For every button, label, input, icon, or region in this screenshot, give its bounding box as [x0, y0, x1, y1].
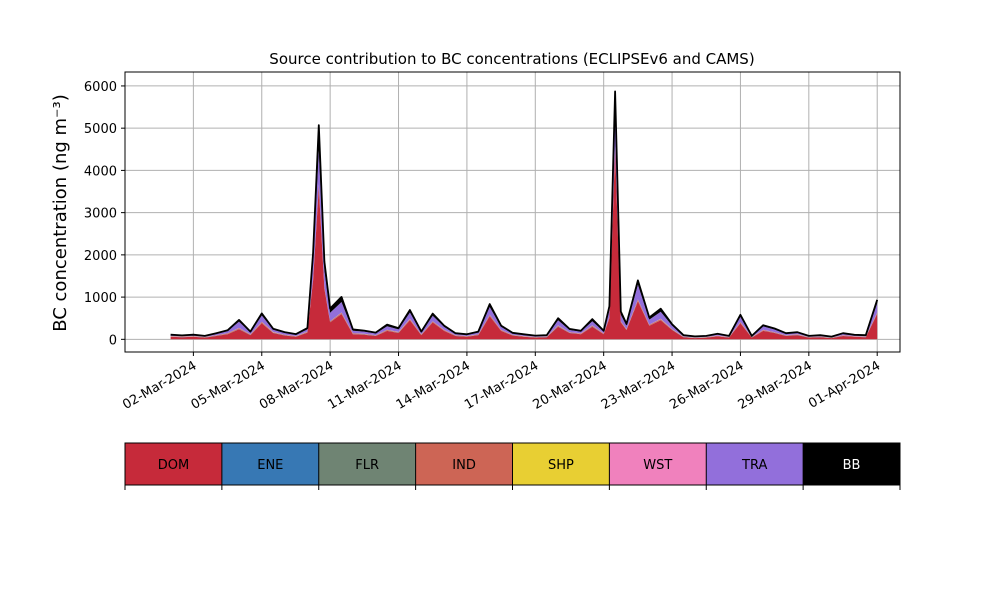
legend-swatch-shp — [512, 443, 610, 485]
x-tick-label: 08-Mar-2024 — [257, 358, 336, 412]
x-tick-label: 23-Mar-2024 — [599, 358, 678, 412]
legend-label-shp: SHP — [548, 458, 574, 473]
area-dom — [170, 149, 878, 340]
total-line — [170, 90, 879, 338]
x-tick-label: 20-Mar-2024 — [531, 358, 610, 412]
area-flr — [170, 149, 878, 338]
line-layer — [170, 90, 879, 338]
legend-swatch-bb — [803, 443, 900, 485]
plot-frame — [124, 71, 901, 353]
y-ticks: 0 1000 2000 3000 4000 5000 6000 — [84, 80, 125, 348]
legend: DOM ENE FLR IND SHP WST TRA BB — [124, 442, 901, 490]
legend-swatch-tra — [706, 443, 804, 485]
area-shp — [170, 146, 878, 338]
y-tick-label: 6000 — [84, 80, 117, 95]
chart-title: Source contribution to BC concentrations… — [269, 50, 754, 68]
legend-label-ene: ENE — [257, 458, 283, 473]
area-wst — [170, 146, 878, 338]
x-tick-label: 26-Mar-2024 — [667, 358, 746, 412]
y-tick-label: 4000 — [84, 164, 117, 179]
legend-label-tra: TRA — [741, 458, 767, 473]
y-tick-label: 2000 — [84, 249, 117, 264]
legend-label-dom: DOM — [158, 458, 189, 473]
area-ind — [170, 146, 878, 338]
area-tra — [170, 116, 878, 338]
legend-label-wst: WST — [643, 458, 672, 473]
x-tick-label: 14-Mar-2024 — [394, 358, 473, 412]
legend-label-ind: IND — [452, 458, 476, 473]
legend-label-bb: BB — [843, 458, 861, 473]
x-tick-label: 29-Mar-2024 — [736, 358, 815, 412]
legend-frame — [124, 442, 901, 486]
y-tick-label: 5000 — [84, 122, 117, 137]
y-axis-label: BC concentration (ng m⁻³) — [50, 94, 71, 332]
legend-swatch-ene — [221, 443, 319, 485]
legend-label-flr: FLR — [355, 458, 379, 473]
x-tick-label: 11-Mar-2024 — [325, 358, 404, 412]
legend-swatch-wst — [609, 443, 707, 485]
y-tick-label: 3000 — [84, 207, 117, 222]
x-tick-label: 01-Apr-2024 — [806, 358, 883, 411]
grid-layer — [125, 72, 900, 352]
x-tick-label: 17-Mar-2024 — [462, 358, 541, 412]
x-ticks: 02-Mar-202405-Mar-202408-Mar-202411-Mar-… — [120, 352, 883, 413]
legend-swatch-dom — [125, 443, 222, 485]
legend-swatch-flr — [318, 443, 416, 485]
legend-swatch-ind — [415, 443, 513, 485]
x-tick-label: 05-Mar-2024 — [189, 358, 268, 412]
y-tick-label: 0 — [109, 333, 117, 348]
area-ene — [170, 149, 878, 339]
x-tick-label: 02-Mar-2024 — [120, 358, 199, 412]
y-tick-label: 1000 — [84, 291, 117, 306]
